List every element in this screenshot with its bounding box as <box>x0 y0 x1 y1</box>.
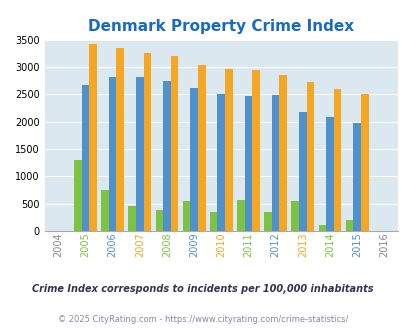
Bar <box>333 89 341 231</box>
Bar <box>291 201 298 231</box>
Bar <box>271 95 279 231</box>
Text: © 2025 CityRating.com - https://www.cityrating.com/crime-statistics/: © 2025 CityRating.com - https://www.city… <box>58 315 347 324</box>
Bar <box>163 81 171 231</box>
Text: Crime Index corresponds to incidents per 100,000 inhabitants: Crime Index corresponds to incidents per… <box>32 284 373 294</box>
Bar <box>264 213 271 231</box>
Bar <box>81 85 89 231</box>
Bar <box>352 123 360 231</box>
Bar <box>217 94 224 231</box>
Bar <box>197 65 205 231</box>
Bar <box>182 202 190 231</box>
Bar <box>109 77 116 231</box>
Bar <box>244 96 252 231</box>
Bar <box>136 77 143 231</box>
Bar <box>252 70 259 231</box>
Bar <box>89 44 96 231</box>
Bar <box>298 112 306 231</box>
Title: Denmark Property Crime Index: Denmark Property Crime Index <box>88 19 354 34</box>
Bar <box>190 88 197 231</box>
Bar <box>116 49 124 231</box>
Bar <box>171 56 178 231</box>
Bar <box>74 160 81 231</box>
Bar <box>306 82 313 231</box>
Bar <box>224 69 232 231</box>
Bar <box>360 94 368 231</box>
Bar <box>237 200 244 231</box>
Bar <box>101 190 109 231</box>
Bar <box>209 212 217 231</box>
Bar <box>318 225 325 231</box>
Bar <box>143 53 151 231</box>
Bar <box>128 206 136 231</box>
Bar <box>345 220 352 231</box>
Bar <box>279 75 286 231</box>
Bar <box>155 210 163 231</box>
Bar <box>325 117 333 231</box>
